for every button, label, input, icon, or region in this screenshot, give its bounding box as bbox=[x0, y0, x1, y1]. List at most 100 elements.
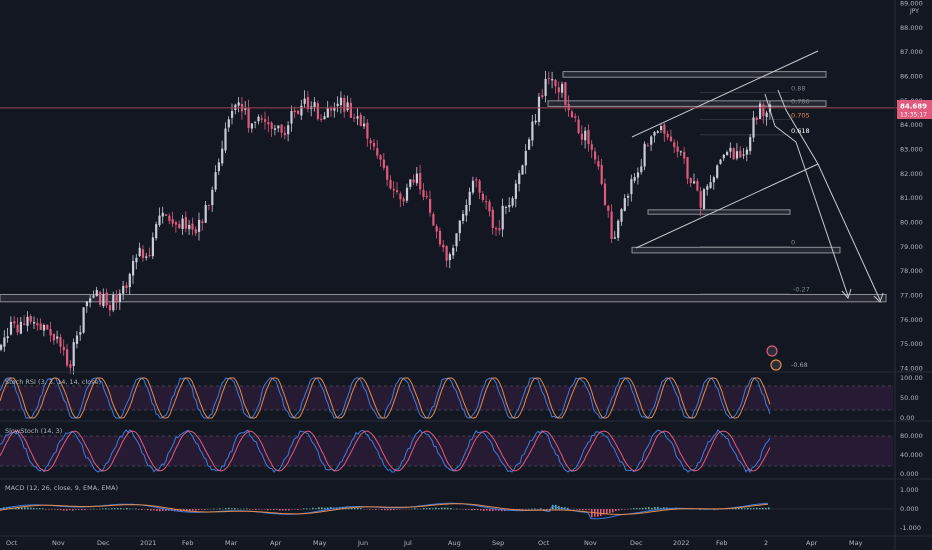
macd-histogram-bar bbox=[759, 507, 761, 510]
candle-body bbox=[174, 222, 178, 225]
candle-body bbox=[165, 214, 168, 216]
candle-body bbox=[594, 151, 597, 160]
macd-histogram-bar bbox=[78, 509, 80, 510]
macd-histogram-bar bbox=[633, 508, 635, 510]
candle-body bbox=[660, 126, 663, 131]
time-axis-label: Dec bbox=[630, 539, 643, 547]
candle-body bbox=[303, 98, 306, 104]
candle-body bbox=[716, 165, 719, 178]
candle-body bbox=[363, 123, 366, 127]
alert-flag-icon[interactable] bbox=[766, 345, 778, 357]
candle-body bbox=[217, 162, 220, 171]
candle-body bbox=[254, 121, 257, 123]
macd-histogram-bar bbox=[303, 508, 305, 510]
candle-body bbox=[458, 220, 461, 234]
candle-body bbox=[432, 214, 435, 226]
macd-histogram-bar bbox=[456, 508, 458, 510]
macd-histogram-bar bbox=[279, 509, 281, 511]
sr-zone bbox=[0, 294, 887, 303]
candle-body bbox=[39, 323, 42, 330]
macd-histogram-bar bbox=[351, 507, 353, 510]
candle-body bbox=[188, 225, 191, 230]
candle-body bbox=[495, 228, 498, 230]
time-axis-label: 2022 bbox=[673, 539, 690, 547]
slowstoch-panel[interactable]: SlowStoch (14, 3) bbox=[0, 427, 893, 473]
candle-body bbox=[683, 151, 686, 159]
macd-histogram-bar bbox=[498, 509, 500, 511]
macd-histogram-bar bbox=[609, 509, 611, 514]
candle-body bbox=[508, 204, 511, 208]
channel-lower-line bbox=[635, 163, 819, 249]
candle-body bbox=[313, 102, 316, 108]
macd-histogram-bar bbox=[120, 508, 122, 510]
candle-body bbox=[409, 179, 412, 187]
macd-histogram-bar bbox=[387, 509, 389, 511]
sr-zone bbox=[547, 100, 827, 107]
macd-histogram-bar bbox=[81, 509, 83, 511]
candle-body bbox=[396, 190, 399, 192]
candle-body bbox=[537, 96, 541, 122]
candle-body bbox=[666, 133, 669, 138]
macd-histogram-bar bbox=[621, 509, 623, 510]
candle-body bbox=[567, 103, 570, 111]
macd-tick-label: 1.000 bbox=[900, 486, 919, 494]
candle-body bbox=[52, 333, 55, 341]
macd-histogram-bar bbox=[450, 508, 452, 510]
candle-body bbox=[191, 223, 194, 230]
macd-histogram-bar bbox=[372, 509, 374, 510]
price-panel[interactable]: 0.88 0.786 0.705 0.618 0 -0.27 -0.68 bbox=[0, 50, 897, 375]
candle-body bbox=[346, 102, 349, 111]
candle-body bbox=[570, 111, 574, 118]
macd-histogram-bar bbox=[471, 509, 473, 511]
candle-body bbox=[762, 104, 765, 117]
macd-histogram-bar bbox=[441, 507, 443, 510]
macd-histogram-bar bbox=[747, 507, 749, 510]
time-axis-label: 2021 bbox=[140, 539, 157, 547]
time-axis-label: Apr bbox=[806, 539, 818, 547]
macd-panel[interactable]: MACD (12, 26, close, 9, EMA, EMA) bbox=[0, 484, 893, 520]
candle-body bbox=[376, 148, 379, 156]
candle-body bbox=[475, 179, 478, 181]
macd-histogram-bar bbox=[324, 507, 326, 510]
macd-histogram-bar bbox=[102, 508, 104, 510]
candle-body bbox=[633, 177, 636, 181]
alert-bell-icon[interactable] bbox=[770, 359, 782, 371]
arrowhead-icon bbox=[841, 288, 852, 299]
candle-body bbox=[765, 112, 768, 118]
candle-body bbox=[49, 329, 52, 336]
candle-body bbox=[112, 294, 115, 311]
candle-body bbox=[722, 154, 725, 159]
time-axis-label: Sep bbox=[492, 539, 504, 547]
price-tick-label: 78.000 bbox=[900, 267, 923, 275]
slowstoch-tick-label: 40.000 bbox=[900, 451, 923, 459]
macd-histogram-bar bbox=[624, 509, 626, 510]
candle-body bbox=[719, 159, 722, 164]
time-axis[interactable]: Oct Nov Dec 2021 Feb Mar Apr May Jun Jul Aug Sep Oct… bbox=[6, 539, 863, 547]
last-price-tag: 84.689 13:35:17 bbox=[897, 100, 932, 119]
candle-body bbox=[696, 181, 699, 191]
macd-histogram-bar bbox=[588, 509, 590, 511]
macd-histogram-bar bbox=[111, 508, 113, 510]
candle-body bbox=[198, 219, 201, 232]
candle-body bbox=[95, 290, 98, 297]
macd-histogram-bar bbox=[420, 508, 422, 510]
macd-histogram-bar bbox=[153, 509, 155, 511]
indicator-axes[interactable]: 100.00 50.00 0.00 80.000 40.000 0.000 1.000 0.0… bbox=[0, 371, 932, 537]
candle-body bbox=[92, 295, 95, 298]
stochrsi-tick-label: 50.00 bbox=[900, 394, 919, 402]
candle-body bbox=[590, 144, 593, 150]
candle-body bbox=[706, 186, 709, 190]
candle-body bbox=[46, 325, 49, 330]
candle-body bbox=[339, 97, 343, 106]
candle-body bbox=[145, 256, 148, 258]
stochrsi-panel[interactable]: Stoch RSI (3, 3, 14, 14, close) bbox=[0, 377, 893, 419]
candle-body bbox=[435, 226, 438, 232]
alert-icons[interactable] bbox=[766, 345, 782, 371]
candle-body bbox=[554, 79, 557, 87]
candle-body bbox=[597, 161, 600, 167]
macd-histogram-bar bbox=[105, 508, 107, 510]
fib-level-label: 0 bbox=[791, 238, 795, 246]
price-axis[interactable]: 74.000 75.000 76.000 77.000 78.000 79.000 80.0… bbox=[894, 0, 923, 550]
macd-histogram-bar bbox=[45, 509, 47, 510]
